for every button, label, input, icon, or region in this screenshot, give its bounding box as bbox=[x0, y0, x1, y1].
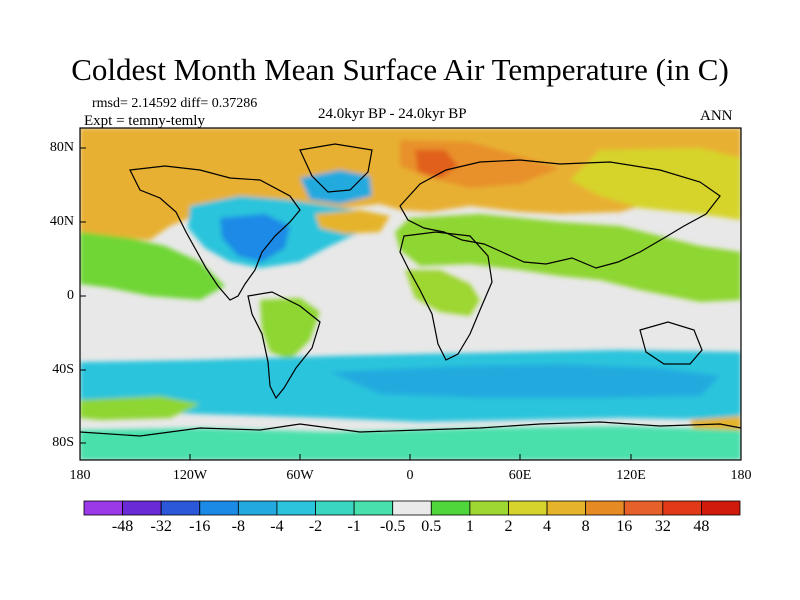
colorbar-label: -16 bbox=[189, 518, 211, 535]
eurasia-hot-spot bbox=[415, 150, 458, 178]
colorbar-label: -1 bbox=[347, 518, 361, 535]
antarctica-coast bbox=[80, 421, 741, 437]
north-america-colder-core bbox=[220, 214, 290, 262]
map-title: Coldest Month Mean Surface Air Temperatu… bbox=[71, 52, 729, 87]
pacific-yellow-region bbox=[570, 148, 741, 220]
colorbar-label: -2 bbox=[308, 518, 323, 535]
lat-tick-label: 40S bbox=[52, 362, 74, 377]
colorbar-label: -32 bbox=[150, 518, 172, 535]
lon-tick-label: 180 bbox=[69, 468, 91, 483]
lon-tick-label: 180 bbox=[730, 468, 752, 483]
colorbar-label: 48 bbox=[693, 518, 710, 535]
lon-tick-label: 0 bbox=[406, 468, 414, 483]
south-america-green bbox=[260, 298, 320, 360]
season-label: ANN bbox=[700, 108, 733, 124]
rmsd-diff-stats: rmsd= 2.14592 diff= 0.37286 bbox=[92, 96, 258, 111]
antarctica-mixed bbox=[80, 426, 741, 460]
north-atlantic-warm bbox=[315, 210, 390, 234]
colorbar-label: 1 bbox=[465, 518, 474, 535]
coastlines bbox=[80, 143, 741, 437]
time-period-label: 24.0kyr BP - 24.0kyr BP bbox=[318, 106, 467, 122]
lon-tick-label: 60W bbox=[286, 468, 314, 483]
greenland-cold-region bbox=[300, 170, 372, 204]
colorbar-label: 2 bbox=[504, 518, 513, 535]
asia-green-region bbox=[395, 214, 741, 302]
axis-ticks bbox=[80, 147, 632, 460]
south-america-coast bbox=[247, 291, 321, 400]
greenland-coast bbox=[299, 143, 373, 193]
colorbar-label: -48 bbox=[111, 518, 134, 535]
africa-coast bbox=[399, 231, 493, 361]
colorbar-label: 4 bbox=[543, 518, 552, 535]
colorbar-label: -8 bbox=[231, 518, 245, 535]
experiment-label: Expt = temny-temly bbox=[84, 113, 205, 129]
arctic-warm-region bbox=[80, 128, 741, 240]
lon-tick-label: 120E bbox=[616, 468, 646, 483]
eurasia-coast bbox=[399, 159, 721, 269]
lat-tick-label: 0 bbox=[67, 288, 74, 303]
africa-green bbox=[405, 270, 480, 316]
lat-tick-label: 80N bbox=[49, 140, 74, 155]
colorbar-label: 8 bbox=[581, 518, 590, 535]
colorbar-label: 16 bbox=[616, 518, 633, 535]
pacific-green-region bbox=[80, 232, 225, 300]
australia-coast bbox=[639, 321, 703, 365]
colorbar-label: -4 bbox=[270, 518, 284, 535]
colorbar-label: 0.5 bbox=[421, 518, 442, 535]
lat-tick-label: 40N bbox=[49, 214, 74, 229]
colorbar-label: -0.5 bbox=[380, 518, 406, 535]
lon-tick-label: 120W bbox=[172, 468, 208, 483]
lon-tick-label: 60E bbox=[508, 468, 532, 483]
map-field bbox=[80, 128, 741, 460]
north-america-coast bbox=[129, 165, 301, 301]
lat-tick-label: 80S bbox=[52, 435, 74, 450]
southern-ocean-colder bbox=[330, 364, 720, 398]
antarctic-green-strip bbox=[80, 396, 200, 420]
colorbar-label: 32 bbox=[654, 518, 671, 535]
